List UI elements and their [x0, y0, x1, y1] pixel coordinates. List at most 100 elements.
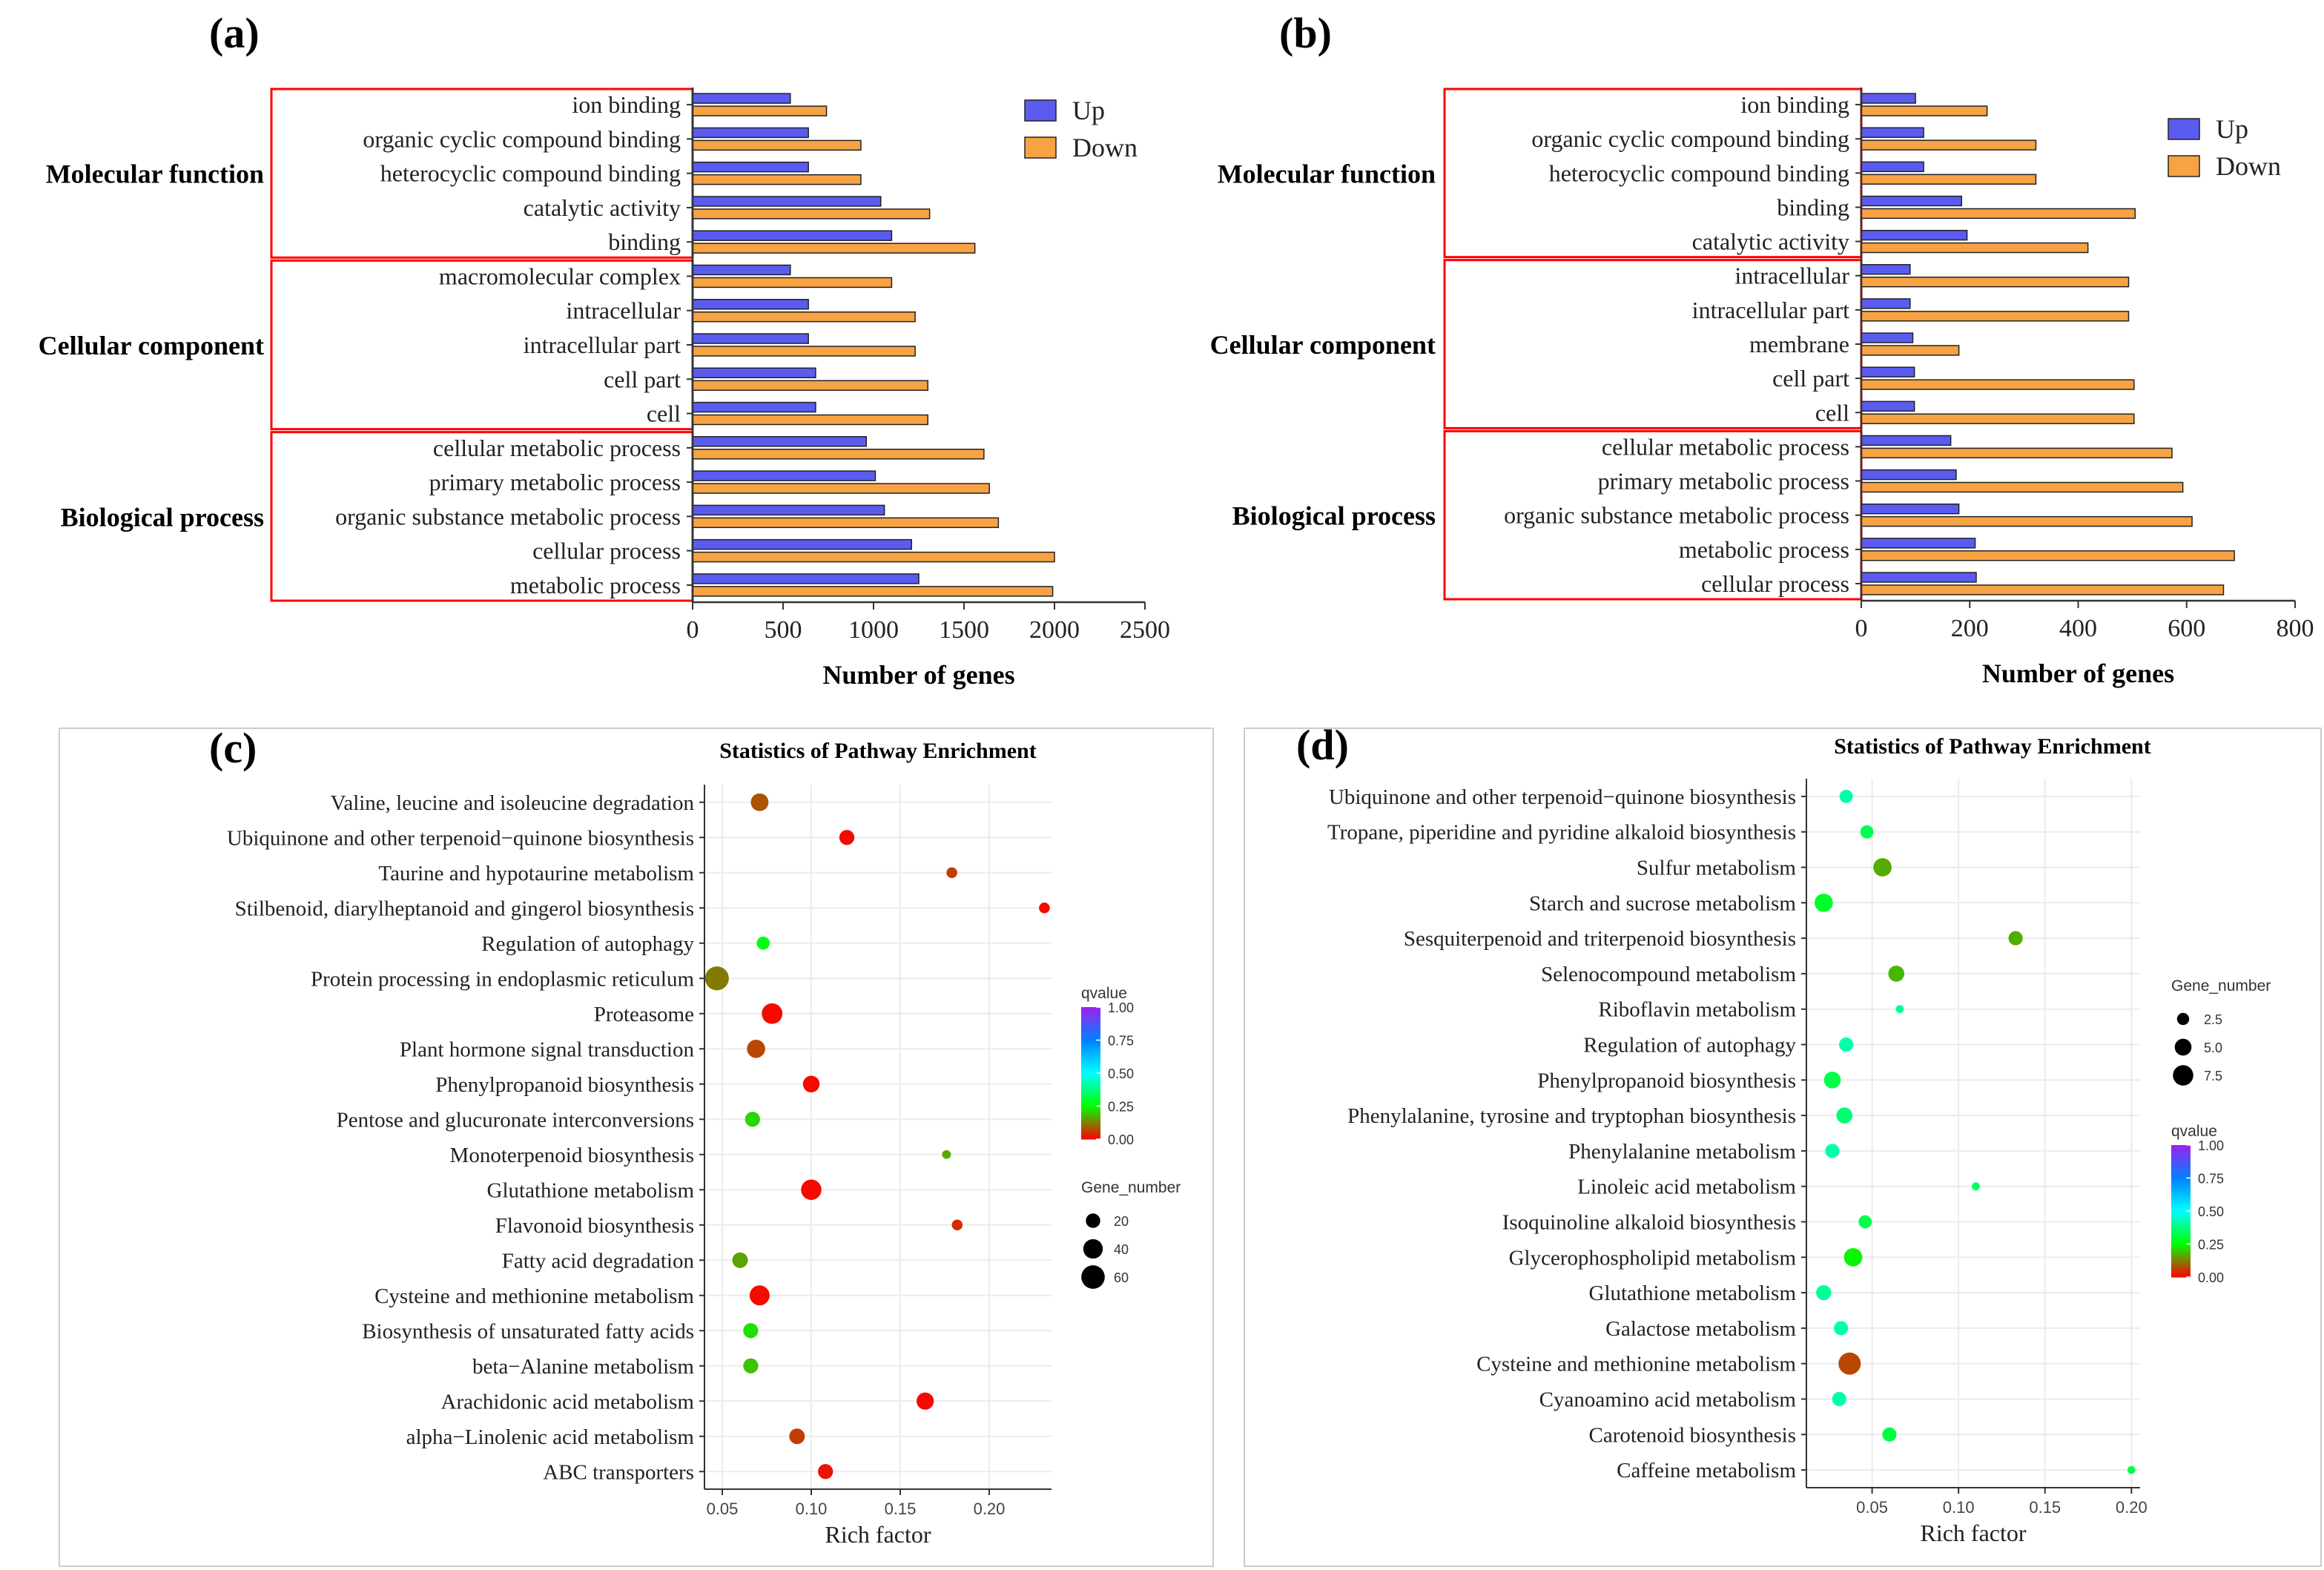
category-label: catalytic activity: [1692, 228, 1849, 255]
size-legend-label: 20: [1114, 1214, 1129, 1229]
color-bar-segment: [2171, 1178, 2191, 1182]
pathway-label: Protein processing in endoplasmic reticu…: [311, 967, 695, 991]
category-label: cell: [647, 400, 681, 427]
enrichment-point: [1882, 1427, 1897, 1442]
color-bar-segment: [1081, 1132, 1100, 1137]
bar-down: [692, 380, 928, 391]
pathway-label: Isoquinoline alkaloid biosynthesis: [1502, 1211, 1796, 1235]
color-bar-segment: [2171, 1181, 2191, 1185]
color-bar-segment: [2171, 1253, 2191, 1258]
x-axis-title: Number of genes: [822, 660, 1014, 690]
color-bar-segment: [1081, 1089, 1100, 1094]
color-bar-segment: [2171, 1155, 2191, 1159]
color-bar-segment: [1081, 1135, 1100, 1140]
color-bar-segment: [1081, 1046, 1100, 1051]
enrichment-point: [801, 1179, 822, 1201]
category-label: metabolic process: [510, 572, 681, 598]
pathway-label: Cysteine and methionine metabolism: [374, 1284, 694, 1308]
color-bar-segment: [1081, 1037, 1100, 1041]
bar-up: [692, 573, 920, 584]
bar-down: [1861, 584, 2225, 596]
legend-label: Down: [1072, 133, 1138, 162]
enrichment-point: [818, 1464, 833, 1480]
bar-up: [1861, 93, 1916, 104]
category-label: organic cyclic compound binding: [1531, 125, 1849, 152]
pathway-label: Monoterpenoid biosynthesis: [450, 1144, 694, 1167]
bar-down: [692, 243, 976, 254]
color-bar-segment: [2171, 1264, 2191, 1268]
panel-b-bar-chart: Molecular function Cellular component Biol…: [1210, 88, 2314, 688]
bar-down: [692, 311, 916, 323]
pathway-label: Taurine and hypotaurine metabolism: [378, 862, 694, 885]
size-legend-title: Gene_number: [2171, 977, 2271, 995]
x-tick-label: 0.10: [796, 1500, 828, 1518]
pathway-label: Plant hormone signal transduction: [400, 1038, 695, 1061]
panel-a-bar-chart: Molecular function Cellular component Biol…: [39, 88, 1170, 690]
color-bar-segment: [1081, 1043, 1100, 1047]
pathway-label: Ubiquinone and other terpenoid−quinone b…: [1329, 785, 1796, 809]
category-label: membrane: [1749, 331, 1849, 357]
bar-down: [692, 449, 985, 460]
enrichment-point: [747, 1039, 765, 1058]
enrichment-point: [2127, 1465, 2136, 1474]
pathway-label: ABC transporters: [543, 1460, 694, 1484]
panel-d-bubble-chart: Statistics of Pathway Enrichment Ubiquino…: [1244, 728, 2322, 1567]
size-legend-label: 40: [1114, 1242, 1129, 1257]
enrichment-point: [1839, 1037, 1854, 1052]
bar-down: [692, 208, 931, 220]
enrichment-point: [839, 830, 855, 845]
bar-down: [1861, 105, 1988, 116]
color-bar-segment: [2171, 1257, 2191, 1261]
x-tick-label: 0: [1855, 615, 1868, 642]
pathway-label: Starch and sucrose metabolism: [1529, 891, 1796, 915]
category-label: cellular process: [532, 538, 681, 564]
enrichment-point: [1836, 1107, 1853, 1124]
color-bar-segment: [1081, 1079, 1100, 1084]
bar-up: [692, 264, 791, 276]
color-bar-segment: [1081, 1010, 1100, 1015]
x-tick-label: 2500: [1120, 616, 1170, 644]
x-tick-label: 0.10: [1943, 1498, 1975, 1517]
bar-down: [692, 346, 916, 357]
x-tick-label: 0.05: [707, 1500, 739, 1518]
pathway-label: Glutathione metabolism: [487, 1178, 695, 1202]
pathway-label: Fatty acid degradation: [502, 1249, 695, 1273]
size-legend-label: 2.5: [2204, 1012, 2222, 1027]
size-legend-dot: [2173, 1065, 2193, 1086]
chart-title: Statistics of Pathway Enrichment: [719, 739, 1036, 763]
x-axis-title: Number of genes: [1982, 659, 2174, 688]
color-bar-segment: [2171, 1217, 2191, 1221]
panel-label-b: (b): [1279, 9, 1332, 57]
enrichment-point: [743, 1323, 759, 1339]
legend-swatch: [1024, 99, 1057, 122]
color-bar-segment: [1081, 1069, 1100, 1074]
color-bar-segment: [2171, 1211, 2191, 1216]
size-legend-dot: [1083, 1238, 1103, 1259]
bar-down: [1861, 139, 2037, 151]
x-tick-label: 0: [687, 616, 699, 644]
color-bar-segment: [1081, 1053, 1100, 1058]
bar-up: [692, 504, 885, 516]
color-bar-segment: [1081, 1126, 1100, 1130]
bar-down: [692, 414, 928, 426]
pathway-label: Valine, leucine and isoleucine degradati…: [331, 791, 695, 815]
bar-down: [1861, 345, 1960, 356]
enrichment-point: [802, 1075, 820, 1092]
color-bar-label: 0.25: [1108, 1100, 1134, 1115]
x-tick-label: 0.15: [885, 1500, 917, 1518]
enrichment-point: [1858, 1215, 1872, 1229]
color-bar-segment: [1081, 1017, 1100, 1021]
group-label: Biological process: [1232, 501, 1436, 531]
pathway-label: Flavonoid biosynthesis: [495, 1214, 694, 1238]
bar-up: [692, 367, 816, 379]
color-bar-label: 0.00: [2198, 1270, 2224, 1285]
pathway-label: Tropane, piperidine and pyridine alkaloi…: [1327, 821, 1796, 845]
color-bar-segment: [1081, 1083, 1100, 1087]
bar-up: [692, 333, 809, 344]
group-label: Biological process: [61, 502, 264, 532]
legend-label: Up: [1072, 96, 1105, 125]
color-bar-label: 0.75: [2198, 1172, 2224, 1187]
color-bar-segment: [1081, 1013, 1100, 1017]
bar-down: [692, 105, 828, 116]
